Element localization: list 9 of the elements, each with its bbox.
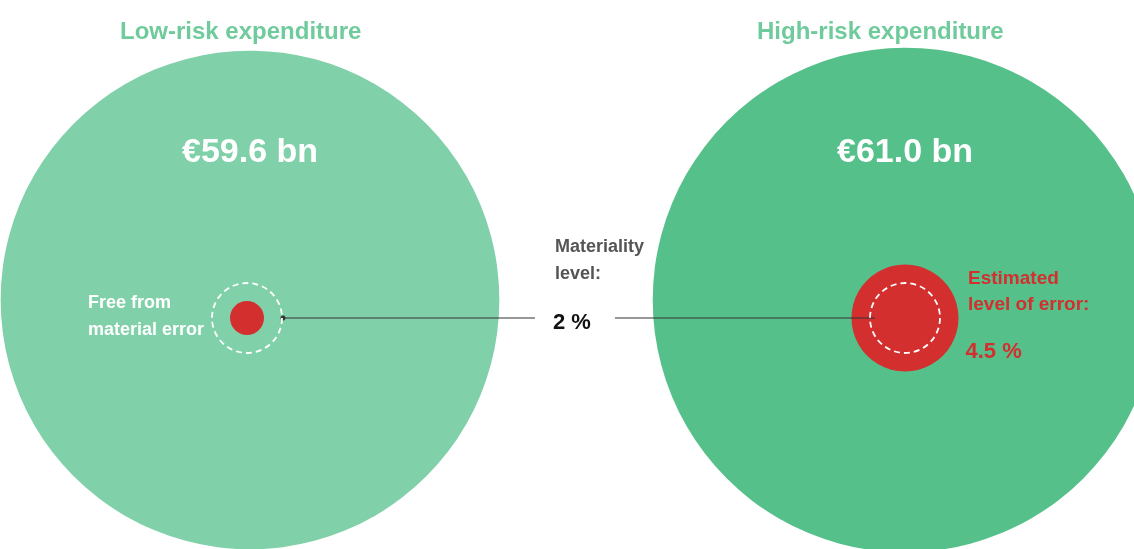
category-label: High-risk expenditure [757,16,1004,44]
text: Materiality level: [555,235,645,283]
legend-label: Estimated level of error: [968,266,1090,314]
data-label: €59.6 bn [181,131,319,169]
data-label: 4.5 % [965,337,1022,363]
text: Free from material error [88,291,205,339]
data-label: €61.0 bn [836,131,974,169]
category-label: Low-risk expenditure [120,16,362,44]
text: 2 % [553,308,591,334]
